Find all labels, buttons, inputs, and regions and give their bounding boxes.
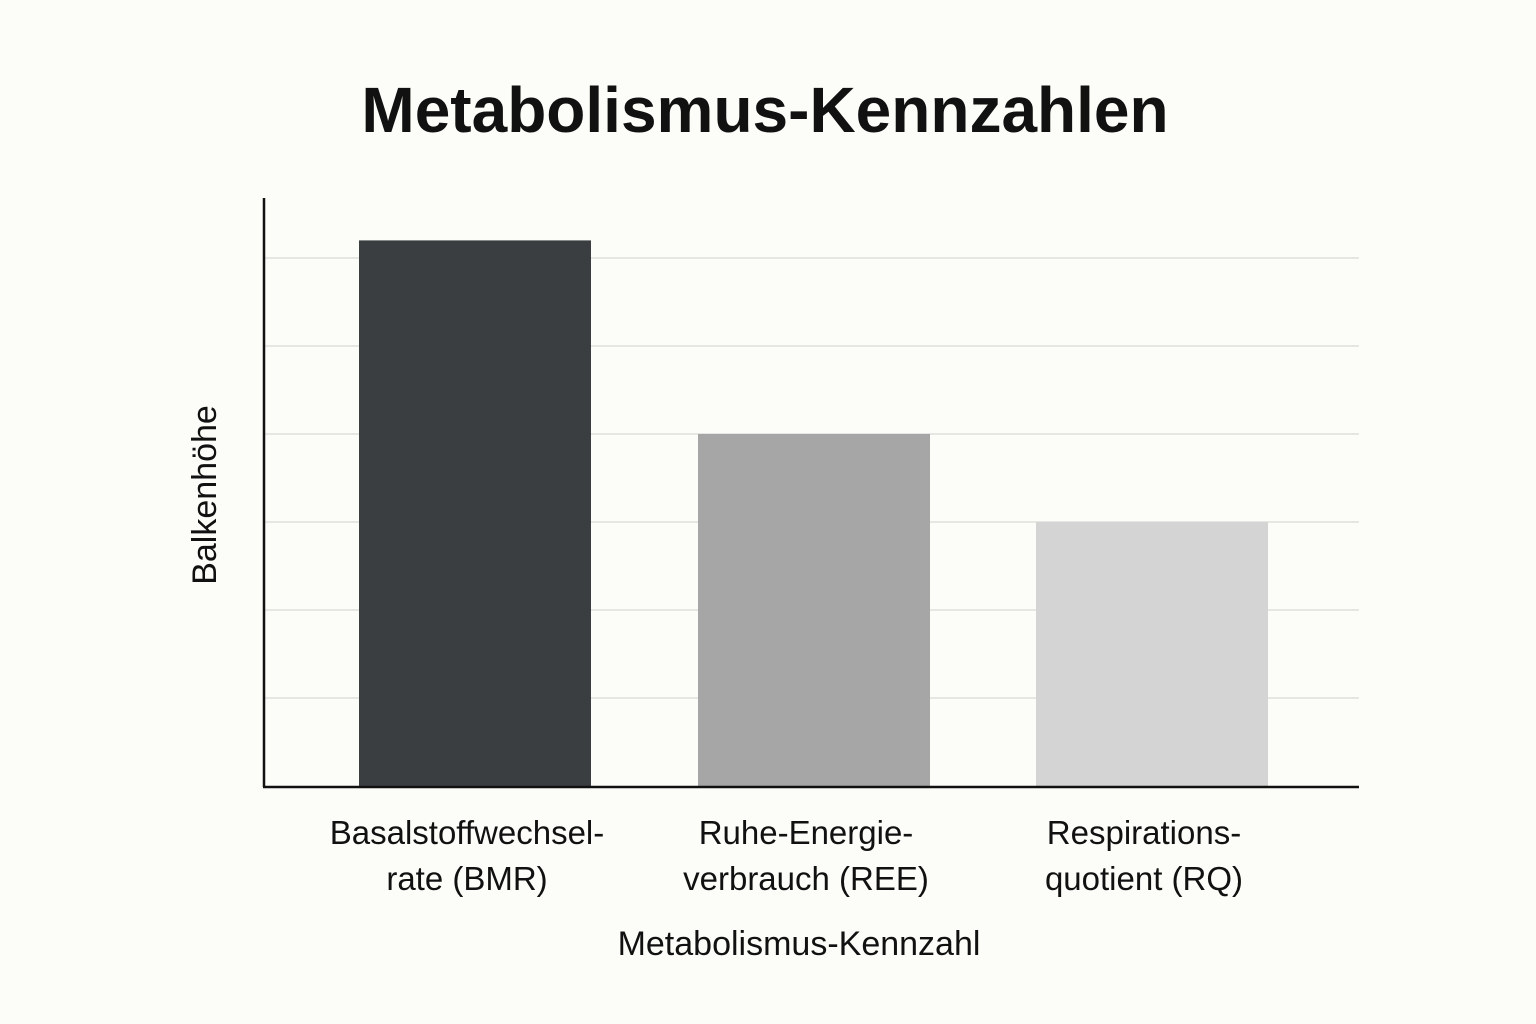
bar-0: [359, 240, 591, 786]
x-axis-label: Metabolismus-Kennzahl: [618, 925, 981, 963]
x-tick-label-0-line-0: Basalstoffwechsel-: [330, 814, 605, 851]
x-tick-label-1-line-0: Ruhe-Energie-: [699, 814, 914, 851]
x-tick-label-0-line-1: rate (BMR): [386, 860, 547, 897]
chart-title: Metabolismus-Kennzahlen: [361, 74, 1168, 146]
x-tick-label-2: Respirations-quotient (RQ): [1045, 814, 1243, 897]
x-tick-label-2-line-1: quotient (RQ): [1045, 860, 1243, 897]
x-tick-label-0: Basalstoffwechsel-rate (BMR): [330, 814, 605, 897]
bar-2: [1036, 522, 1268, 786]
x-tick-label-2-line-0: Respirations-: [1047, 814, 1241, 851]
y-axis-label: Balkenhöhe: [186, 405, 224, 585]
bar-1: [698, 434, 930, 786]
bars: [359, 240, 1268, 786]
x-tick-label-1-line-1: verbrauch (REE): [683, 860, 929, 897]
x-tick-labels: Basalstoffwechsel-rate (BMR) Ruhe-Energie…: [330, 814, 1243, 897]
x-tick-label-1: Ruhe-Energie-verbrauch (REE): [683, 814, 929, 897]
